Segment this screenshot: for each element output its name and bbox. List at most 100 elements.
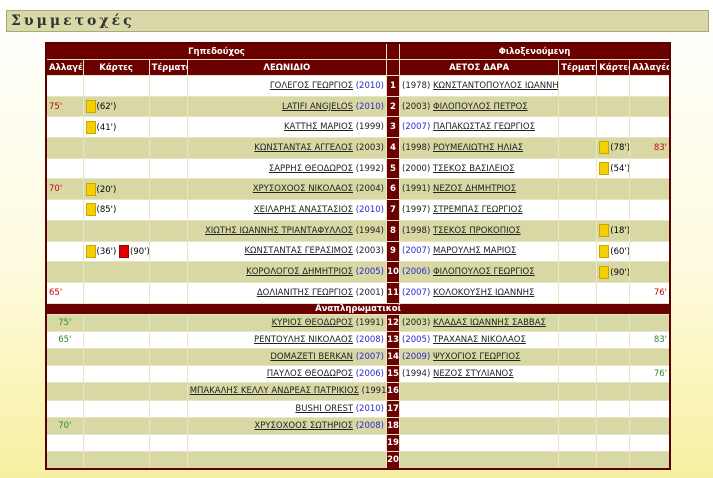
player-name[interactable]: ΨΥΧΟΓΙΟΣ ΓΕΩΡΓΙΟΣ xyxy=(432,352,521,363)
player-name[interactable]: ΚΑΤΤΗΣ ΜΑΡΙΟΣ xyxy=(283,122,354,133)
card-minute: (85') xyxy=(96,205,117,216)
cards-cell: (18') xyxy=(596,219,631,242)
card-minute: (78') xyxy=(610,143,630,154)
goals-cell xyxy=(558,281,598,304)
player-name[interactable]: ΧΡΥΣΟΧΟΟΣ ΣΩΤΗΡΙΟΣ xyxy=(254,420,354,431)
player-name[interactable]: ΧΡΥΣΟΧΟΟΣ ΝΙΚΟΛΑΟΣ xyxy=(252,184,354,195)
cards-cell: (36') (90') xyxy=(82,240,150,263)
player-name[interactable]: ΚΩΝΣΤΑΝΤΑΣ ΓΕΡΑΣΙΜΟΣ xyxy=(244,246,354,257)
player-name[interactable]: BUSHI OREST xyxy=(295,403,354,414)
goals-cell xyxy=(558,157,598,180)
subs-cell xyxy=(45,240,84,263)
subs-cell xyxy=(45,75,84,97)
birth-year: (2008) xyxy=(355,420,384,431)
player-name[interactable]: LATIFI ANGJELOS xyxy=(281,101,354,112)
substitution-minute: 75' xyxy=(49,101,63,112)
player-name[interactable]: ΧΕΙΛΑΡΗΣ ΑΝΑΣΤΑΣΙΟΣ xyxy=(253,204,354,215)
birth-year: (2003) xyxy=(402,101,431,112)
player-cell: (2003) ΚΛΑΔΑΣ ΙΩΑΝΝΗΣ ΣΑΒΒΑΣ xyxy=(399,313,560,332)
shirt-number: 16 xyxy=(385,382,401,401)
yellow-card xyxy=(599,162,610,176)
player-cell: (2007) ΠΑΠΑΚΩΣΤΑΣ ΓΕΩΡΓΙΟΣ xyxy=(399,116,560,139)
player-cell: DOMAZETI BERKAN (2007) xyxy=(186,347,388,367)
player-name[interactable]: ΚΟΡΟΛΟΓΟΣ ΔΗΜΗΤΡΙΟΣ xyxy=(246,267,354,278)
player-cell: ΧΙΩΤΗΣ ΙΩΑΝΝΗΣ ΤΡΙΑΝΤΑΦΥΛΛΟΣ (1994) xyxy=(186,219,388,242)
player-cell: ΓΟΛΕΓΟΣ ΓΕΩΡΓΙΟΣ (2010) xyxy=(186,75,388,97)
subs-cell xyxy=(45,137,84,159)
subs-cell xyxy=(629,116,671,139)
cards-cell: (62') xyxy=(82,95,150,118)
card-minute: (54') xyxy=(610,164,630,175)
cards-cell xyxy=(82,382,150,401)
player-cell: BUSHI OREST (2010) xyxy=(186,399,388,418)
player-name[interactable]: ΝΕΖΟΣ ΣΤΥΛΙΑΝΟΣ xyxy=(432,369,514,380)
birth-year: (2006) xyxy=(355,369,384,380)
subs-cell: 75' xyxy=(45,95,84,118)
player-name[interactable]: ΠΑΥΛΟΣ ΘΕΟΔΩΡΟΣ xyxy=(266,369,354,380)
cards-cell xyxy=(82,365,150,384)
subs-cell xyxy=(629,451,671,470)
player-name[interactable]: ΚΩΝΣΤΑΝΤΟΠΟΥΛΟΣ ΙΩΑΝΝΗΣ xyxy=(432,80,559,91)
birth-year: (2005) xyxy=(402,334,431,345)
player-name[interactable]: ΤΣΕΚΟΣ ΠΡΟΚΟΠΙΟΣ xyxy=(432,225,521,236)
player-name[interactable]: ΔΟΛΙΑΝΙΤΗΣ ΓΕΩΡΓΙΟΣ xyxy=(256,287,354,298)
player-name[interactable]: ΡΟΥΜΕΛΙΩΤΗΣ ΗΛΙΑΣ xyxy=(432,142,524,153)
shirt-number: 3 xyxy=(385,116,401,139)
cards-cell: (90') xyxy=(596,261,631,283)
yellow-card xyxy=(85,120,96,134)
cards-cell xyxy=(596,75,631,97)
player-name[interactable]: ΚΛΑΔΑΣ ΙΩΑΝΝΗΣ ΣΑΒΒΑΣ xyxy=(432,317,546,328)
birth-year: (1991) xyxy=(361,386,387,397)
cards-cell xyxy=(596,416,631,435)
cards-cell: (78') xyxy=(596,137,631,159)
subs-cell xyxy=(45,116,84,139)
yellow-card xyxy=(85,244,96,258)
player-name[interactable]: ΧΙΩΤΗΣ ΙΩΑΝΝΗΣ ΤΡΙΑΝΤΑΦΥΛΛΟΣ xyxy=(204,225,354,236)
player-name[interactable]: ΚΥΡΙΟΣ ΘΕΟΔΩΡΟΣ xyxy=(271,317,354,328)
goals-cell xyxy=(558,382,598,401)
goals-cell xyxy=(148,137,188,159)
player-name[interactable]: ΚΩΝΣΤΑΝΤΑΣ ΑΓΓΕΛΟΣ xyxy=(254,142,354,153)
player-cell: ΔΟΛΙΑΝΙΤΗΣ ΓΕΩΡΓΙΟΣ (2001) xyxy=(186,281,388,304)
subs-cell xyxy=(629,240,671,263)
shirt-number: 11 xyxy=(385,281,401,304)
yellow-card xyxy=(599,141,610,155)
player-cell: (2003) ΦΙΛΟΠΟΥΛΟΣ ΠΕΤΡΟΣ xyxy=(399,95,560,118)
player-name[interactable]: DOMAZETI BERKAN xyxy=(270,352,354,363)
cards-cell xyxy=(596,382,631,401)
player-cell: (2006) ΦΙΛΟΠΟΥΛΟΣ ΓΕΩΡΓΙΟΣ xyxy=(399,261,560,283)
player-name[interactable]: ΣΑΡΡΗΣ ΘΕΟΔΩΡΟΣ xyxy=(268,163,354,174)
goals-cell xyxy=(148,313,188,332)
player-name[interactable]: ΣΤΡΕΜΠΑΣ ΓΕΩΡΓΙΟΣ xyxy=(432,204,523,215)
birth-year: (2010) xyxy=(355,403,384,414)
cards-cell xyxy=(82,347,150,367)
player-cell: (1994) ΝΕΖΟΣ ΣΤΥΛΙΑΝΟΣ xyxy=(399,365,560,384)
shirt-number: 1 xyxy=(385,75,401,97)
player-name[interactable]: ΤΡΑΧΑΝΑΣ ΝΙΚΟΛΑΟΣ xyxy=(432,334,526,345)
subs-cell: 70' xyxy=(45,178,84,201)
player-name[interactable]: ΜΑΡΟΥΛΗΣ ΜΑΡΙΟΣ xyxy=(432,246,517,257)
player-name[interactable]: ΦΙΛΟΠΟΥΛΟΣ ΠΕΤΡΟΣ xyxy=(432,101,528,112)
player-name[interactable]: ΤΣΕΚΟΣ ΒΑΣΙΛΕΙΟΣ xyxy=(432,163,515,174)
player-cell: (2009) ΨΥΧΟΓΙΟΣ ΓΕΩΡΓΙΟΣ xyxy=(399,347,560,367)
player-row: ΜΠΑΚΑΛΗΣ ΚΕΛΛΥ ΑΝΔΡΕΑΣ ΠΑΤΡΙΚΙΟΣ (1991)1… xyxy=(45,382,671,401)
birth-year: (1992) xyxy=(355,163,384,174)
player-name[interactable]: ΜΠΑΚΑΛΗΣ ΚΕΛΛΥ ΑΝΔΡΕΑΣ ΠΑΤΡΙΚΙΟΣ xyxy=(189,386,359,397)
player-cell xyxy=(399,399,560,418)
player-name[interactable]: ΠΑΠΑΚΩΣΤΑΣ ΓΕΩΡΓΙΟΣ xyxy=(432,122,535,133)
substitution-minute: 65' xyxy=(49,287,63,298)
substitution-minute: 75' xyxy=(58,317,72,328)
birth-year: (1994) xyxy=(355,225,384,236)
player-name[interactable]: ΚΟΛΟΚΟΥΣΗΣ ΙΩΑΝΝΗΣ xyxy=(432,287,535,298)
player-name[interactable]: ΡΕΝΤΟΥΛΗΣ ΝΙΚΟΛΑΟΣ xyxy=(254,334,354,345)
player-name[interactable]: ΓΟΛΕΓΟΣ ΓΕΩΡΓΙΟΣ xyxy=(269,80,354,91)
cards-cell xyxy=(596,451,631,470)
player-name[interactable]: ΝΕΖΟΣ ΔΗΜΗΤΡΙΟΣ xyxy=(432,184,517,195)
player-cell: ΧΕΙΛΑΡΗΣ ΑΝΑΣΤΑΣΙΟΣ (2010) xyxy=(186,199,388,221)
column-header: ΑΕΤΟΣ ΔΑΡΑ xyxy=(399,59,560,76)
birth-year: (2007) xyxy=(402,122,431,133)
player-name[interactable]: ΦΙΛΟΠΟΥΛΟΣ ΓΕΩΡΓΙΟΣ xyxy=(432,267,535,278)
player-cell: (2000) ΤΣΕΚΟΣ ΒΑΣΙΛΕΙΟΣ xyxy=(399,157,560,180)
subs-cell xyxy=(629,261,671,283)
player-row: (41') ΚΑΤΤΗΣ ΜΑΡΙΟΣ (1999) 3 (2007) ΠΑΠΑΚΩ… xyxy=(45,116,671,139)
